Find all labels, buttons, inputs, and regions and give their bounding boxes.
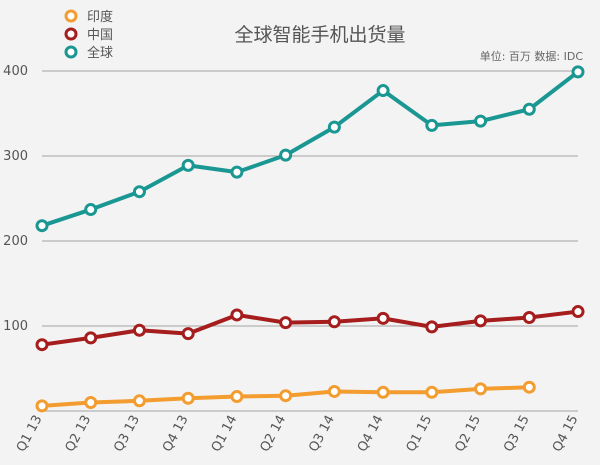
y-axis-ticks: 100 200 300 400 xyxy=(3,64,28,334)
data-point xyxy=(181,391,195,405)
x-tick-label: Q2 14 xyxy=(258,413,290,455)
legend-item: 全球 xyxy=(64,45,113,61)
data-point xyxy=(84,203,98,217)
data-point xyxy=(132,394,146,408)
legend-marker xyxy=(64,45,78,59)
series-2 xyxy=(35,65,585,233)
chart-title: 全球智能手机出货量 xyxy=(234,24,405,46)
chart-source-note: 单位: 百万 数据: IDC xyxy=(480,49,584,63)
legend-label: 印度 xyxy=(87,9,113,25)
x-tick-label: Q1 13 xyxy=(14,413,46,455)
data-point xyxy=(522,380,536,394)
x-tick-label: Q3 13 xyxy=(111,413,143,455)
data-point xyxy=(327,120,341,134)
data-point xyxy=(425,385,439,399)
y-tick-label: 100 xyxy=(3,319,28,334)
data-point xyxy=(474,382,488,396)
series-line xyxy=(40,309,580,347)
legend-label: 全球 xyxy=(87,45,113,61)
x-tick-label: Q1 14 xyxy=(209,413,241,455)
data-point xyxy=(35,219,49,233)
data-point xyxy=(425,118,439,132)
data-point xyxy=(181,327,195,341)
data-point xyxy=(376,311,390,325)
x-tick-label: Q4 14 xyxy=(355,413,387,455)
x-tick-label: Q4 15 xyxy=(550,413,582,455)
data-point xyxy=(327,384,341,398)
data-point xyxy=(571,65,585,79)
data-point xyxy=(376,385,390,399)
data-point xyxy=(84,396,98,409)
data-point xyxy=(425,320,439,334)
data-point xyxy=(376,84,390,98)
data-point xyxy=(230,308,244,322)
y-tick-label: 400 xyxy=(3,64,28,79)
legend-marker xyxy=(64,9,78,23)
data-point xyxy=(230,165,244,179)
series-line xyxy=(40,69,580,228)
x-axis-ticks: Q1 13 Q2 13 Q3 13 Q4 13 Q1 14 Q2 14 Q3 14 Q4 14… xyxy=(14,413,582,455)
data-point xyxy=(181,158,195,172)
series-1 xyxy=(35,305,585,352)
x-tick-label: Q4 13 xyxy=(160,413,192,455)
legend-label: 中国 xyxy=(87,28,113,43)
data-point xyxy=(84,331,98,345)
legend-item: 中国 xyxy=(64,27,113,43)
y-tick-label: 200 xyxy=(3,234,28,249)
data-point xyxy=(279,389,293,403)
grid xyxy=(42,70,578,412)
x-tick-label: Q2 15 xyxy=(452,413,484,455)
legend-item: 印度 xyxy=(64,9,113,25)
series-0 xyxy=(35,380,536,413)
data-point xyxy=(327,315,341,329)
x-tick-label: Q3 14 xyxy=(306,413,338,455)
series-group xyxy=(35,65,585,413)
data-point xyxy=(522,311,536,324)
data-point xyxy=(132,323,146,337)
data-point xyxy=(571,305,585,319)
data-point xyxy=(279,316,293,330)
data-point xyxy=(474,314,488,328)
data-point xyxy=(35,399,49,413)
x-tick-label: Q2 13 xyxy=(63,413,95,455)
data-point xyxy=(35,338,49,352)
x-tick-label: Q3 15 xyxy=(501,413,533,455)
y-tick-label: 300 xyxy=(3,149,28,164)
data-point xyxy=(474,114,488,128)
data-point xyxy=(230,390,244,404)
data-point xyxy=(522,102,536,116)
x-tick-label: Q1 15 xyxy=(404,413,436,455)
data-point xyxy=(132,185,146,199)
data-point xyxy=(279,148,293,162)
legend-marker xyxy=(64,27,78,41)
